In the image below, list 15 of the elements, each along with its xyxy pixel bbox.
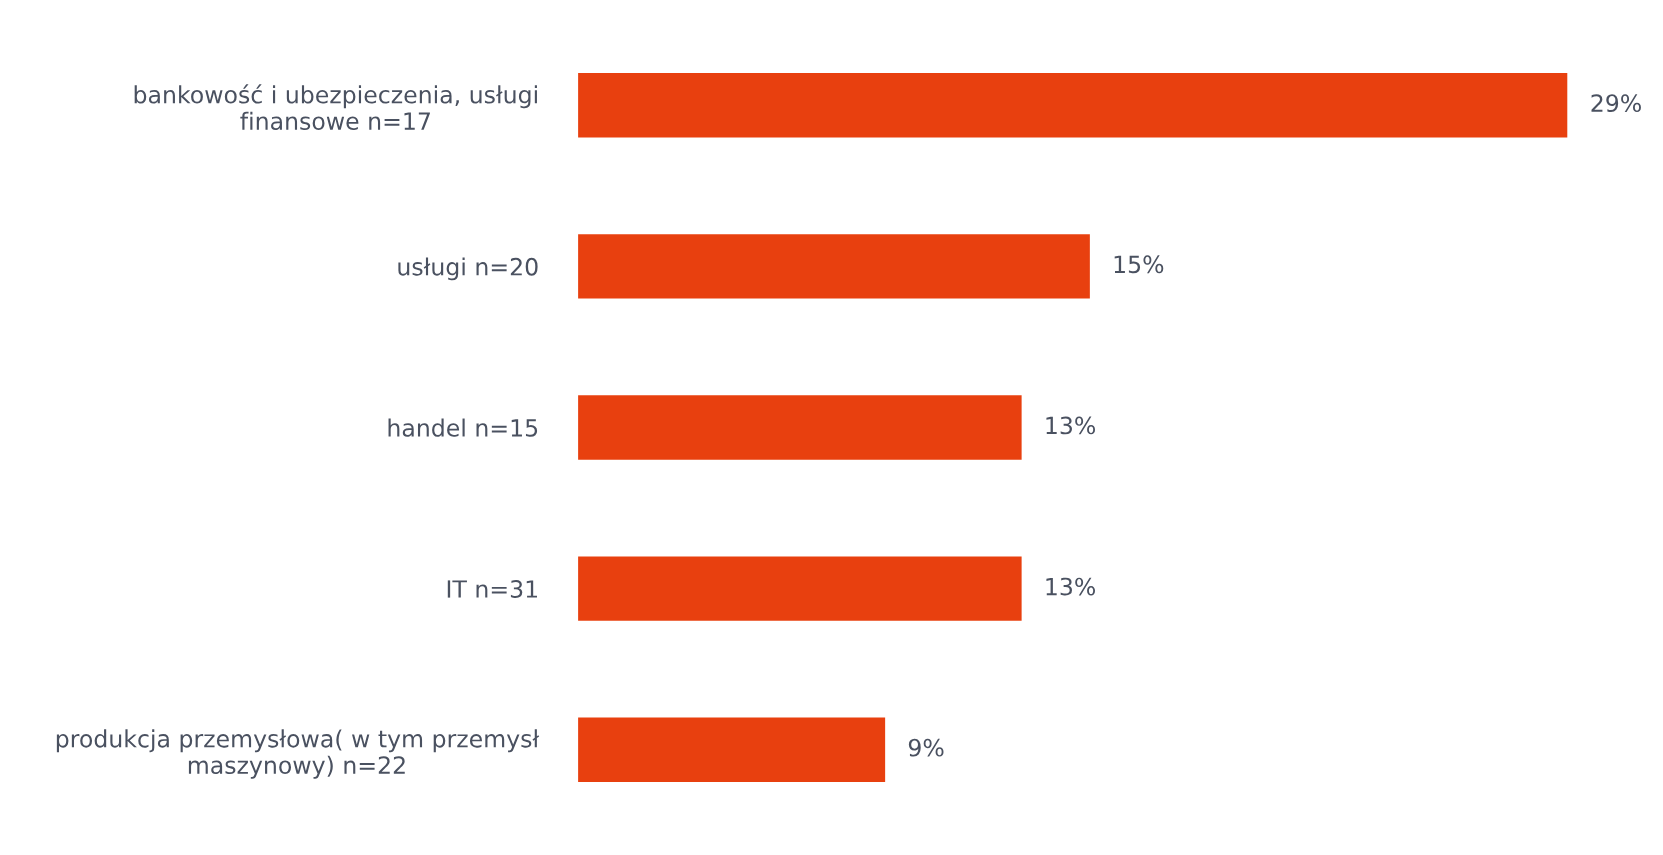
bar: [578, 717, 886, 782]
y-tick-label: produkcja przemysłowa( w tym przemysł maszynowy) n=22: [56, 729, 540, 779]
y-tick-label: IT n=31: [447, 580, 537, 598]
y-tick-label: handel n=15: [388, 418, 538, 437]
data-label: 9%: [908, 738, 944, 757]
bar: [578, 395, 1022, 460]
data-label: 15%: [1114, 255, 1164, 274]
y-tick-label: bankowość i ubezpieczenia, usługi finansowe n=17: [134, 84, 537, 131]
data-label: 29%: [1591, 94, 1641, 113]
bar: [578, 556, 1022, 621]
data-label: 13%: [1046, 577, 1096, 596]
bar: [578, 234, 1090, 299]
bar: [578, 73, 1568, 138]
y-tick-label: usługi n=20: [398, 257, 538, 281]
data-label: 13%: [1046, 416, 1096, 435]
